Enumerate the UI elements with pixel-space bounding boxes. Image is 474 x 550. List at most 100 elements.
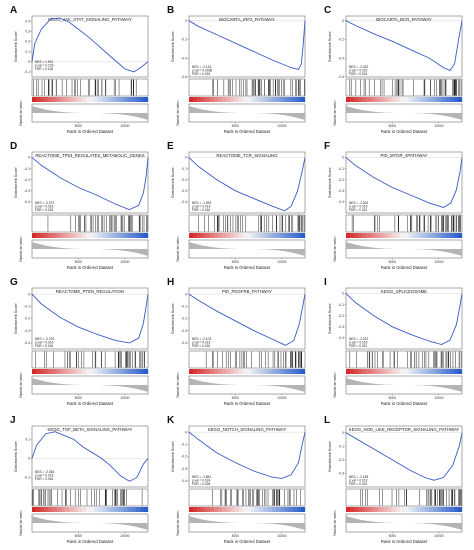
rank-color-segment: [201, 233, 206, 238]
rank-color-segment: [48, 97, 53, 102]
rank-color-segment: [98, 369, 103, 374]
rank-color-segment: [123, 507, 128, 512]
rank-color-segment: [218, 369, 223, 374]
rank-color-segment: [234, 369, 239, 374]
rank-color-segment: [441, 507, 446, 512]
rank-color-segment: [346, 507, 351, 512]
rank-color-segment: [370, 507, 376, 512]
rank-color-segment: [399, 507, 405, 512]
y-tick-label: -0.3: [338, 472, 344, 476]
rank-color-segment: [106, 369, 111, 374]
rank-color-segment: [362, 507, 367, 512]
rank-color-segment: [36, 97, 41, 102]
y-tick-label: -0.4: [338, 56, 344, 60]
rank-color-segment: [131, 369, 136, 374]
rank-color-segment: [263, 369, 268, 374]
y-tick-label: -0.2: [24, 178, 30, 182]
es-curve: [31, 157, 149, 211]
es-axis-label: Enrichment Score: [171, 303, 175, 333]
rank-color-segment: [218, 233, 223, 238]
stat-line: p.val = 0.016: [35, 205, 54, 209]
rank-color-segment: [65, 97, 70, 102]
y-tick-label: -0.6: [338, 75, 344, 79]
x-axis-label: Rank in Ordered Dataset: [381, 401, 428, 406]
rank-color-segment: [247, 233, 252, 238]
y-tick-label: -0.3: [181, 329, 187, 333]
y-tick-label: -0.3: [24, 329, 30, 333]
ranked-metric-area: [32, 378, 148, 392]
rank-color-segment: [69, 369, 74, 374]
rank-color-segment: [65, 233, 70, 238]
rank-color-segment: [90, 97, 95, 102]
rank-color-segment: [114, 233, 120, 238]
rank-color-segment: [350, 97, 355, 102]
rank-color-segment: [346, 369, 351, 374]
panel-j: J KEGG_TGF_BETA_SIGNALING_PATHWAY -0.1 0 0.1…: [10, 415, 149, 544]
rank-color-segment: [263, 507, 268, 512]
panel-f: F PID_MTOR_4PATHWAY -0.4 -0.3 -0.2 -0.1 0 Enric…: [324, 141, 463, 270]
rank-color-segment: [247, 369, 252, 374]
x-tick-label: 5000: [232, 124, 240, 128]
y-tick-label: 0: [185, 430, 187, 434]
stat-line: NES = -2.072: [35, 201, 54, 205]
rank-color-segment: [284, 507, 289, 512]
rank-color-segment: [36, 507, 41, 512]
rank-color-segment: [424, 97, 430, 102]
rank-color-segment: [193, 507, 198, 512]
rank-color-segment: [65, 369, 70, 374]
rank-color-segment: [255, 369, 260, 374]
stat-line: FDR = 0.016: [192, 72, 210, 76]
rank-color-segment: [370, 97, 376, 102]
rank-color-segment: [127, 97, 132, 102]
rank-color-segment: [127, 369, 132, 374]
rank-color-segment: [300, 233, 306, 238]
x-tick-label: 10000: [277, 260, 287, 264]
y-tick-label: -0.3: [181, 189, 187, 193]
stat-line: p.val = 0.016: [349, 341, 368, 345]
stat-line: NES = -2.004: [349, 201, 368, 205]
rank-color-segment: [428, 97, 434, 102]
rank-color-segment: [40, 97, 45, 102]
rank-color-segment: [387, 507, 392, 512]
rank-color-segment: [433, 507, 438, 512]
rank-color-segment: [135, 233, 140, 238]
stat-line: p.val = 0.016: [35, 474, 54, 478]
panel-letter: J: [10, 415, 16, 426]
panel-title: REACTOME_TCR_SIGNALING: [216, 153, 278, 158]
rank-color-segment: [197, 507, 202, 512]
rank-color-segment: [445, 233, 450, 238]
rank-color-segment: [457, 233, 463, 238]
metric-axis-label: Ranked list metric: [19, 510, 23, 536]
panel-title: KEGG_NOTCH_SIGNALING_PATHWAY: [208, 427, 287, 432]
rank-color-segment: [213, 369, 219, 374]
rank-color-segment: [280, 233, 285, 238]
rank-color-segment: [420, 233, 425, 238]
es-plot-frame: [188, 287, 306, 350]
rank-color-segment: [189, 369, 194, 374]
rank-color-segment: [453, 507, 459, 512]
rank-color-segment: [280, 369, 285, 374]
rank-color-segment: [433, 233, 438, 238]
y-tick-label: -0.3: [24, 189, 30, 193]
rank-color-segment: [32, 233, 37, 238]
rank-color-segment: [437, 233, 442, 238]
rank-color-segment: [292, 507, 297, 512]
rank-color-segment: [222, 369, 227, 374]
panel-title: REACTOME_PTEN_REGULATION: [56, 289, 124, 294]
rank-color-segment: [416, 97, 421, 102]
panel-letter: C: [324, 5, 331, 16]
ranked-metric-area: [346, 106, 462, 120]
rank-color-segment: [395, 233, 401, 238]
panel-title: KEGG_JAK_STAT_SIGNALING_PATHWAY: [48, 17, 132, 22]
rank-color-segment: [276, 507, 281, 512]
rank-color-segment: [399, 97, 405, 102]
rank-color-segment: [445, 97, 450, 102]
hit-frame: [188, 214, 306, 233]
rank-color-segment: [424, 369, 430, 374]
stat-line: p.val = 0.024: [192, 479, 211, 483]
rank-color-segment: [433, 97, 438, 102]
rank-color-segment: [242, 233, 248, 238]
rank-color-segment: [300, 369, 306, 374]
rank-color-segment: [267, 233, 273, 238]
rank-color-segment: [259, 369, 264, 374]
